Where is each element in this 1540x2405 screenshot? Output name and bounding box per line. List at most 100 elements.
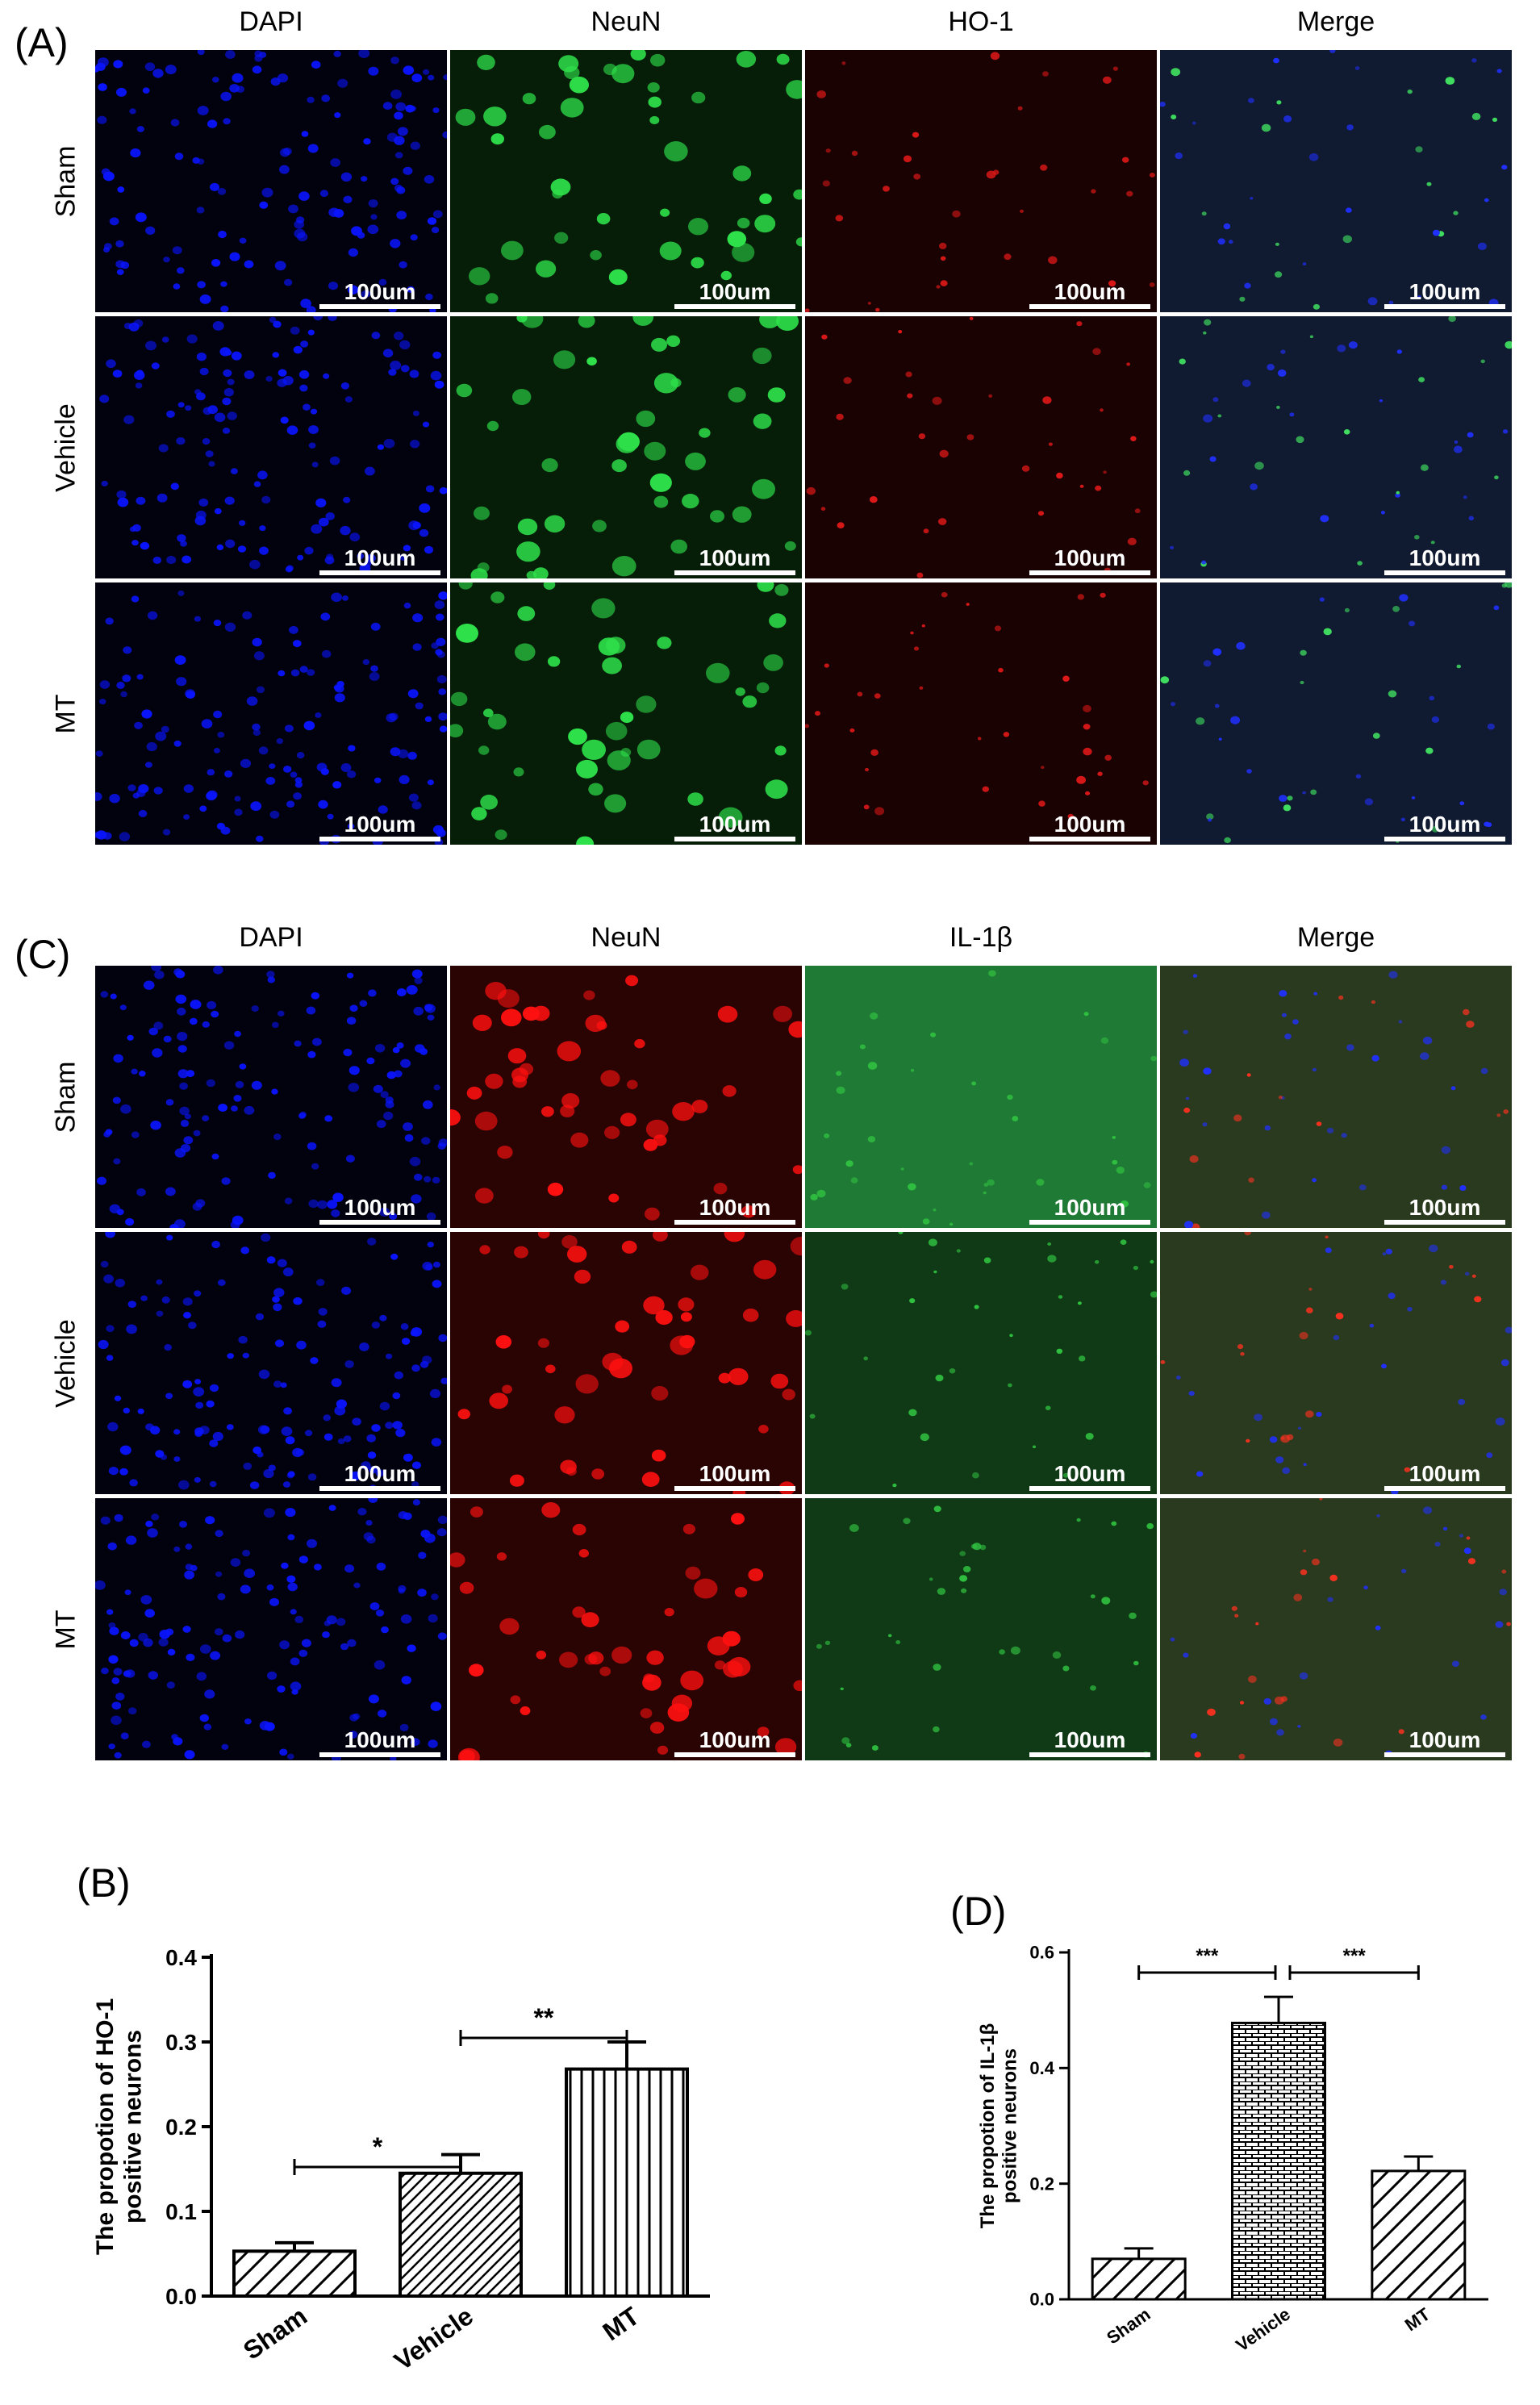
- scale-bar: 100um: [319, 812, 440, 841]
- y-tick-label: 0.0: [1029, 2290, 1054, 2310]
- bar-mt: [565, 2067, 689, 2298]
- x-tick-label-mt: MT: [598, 2301, 645, 2346]
- column-label-dapi: DAPI: [239, 922, 303, 953]
- scale-bar: 100um: [319, 546, 440, 575]
- micrograph-mt-neun: 100um: [450, 1498, 802, 1760]
- scale-bar-label: 100um: [344, 1727, 416, 1752]
- scale-bar-label: 100um: [1409, 1461, 1481, 1486]
- micrograph-vehicle-merge: 100um: [1160, 316, 1512, 578]
- column-label-neun: NeuN: [591, 922, 661, 953]
- y-tick-label: 0.0: [165, 2284, 197, 2309]
- scale-bar-label: 100um: [699, 545, 771, 570]
- scale-bar: 100um: [319, 1462, 440, 1491]
- scale-bar-label: 100um: [344, 279, 416, 304]
- micrograph-sham-merge: 100um: [1160, 966, 1512, 1228]
- scale-bar-line: [1384, 1486, 1505, 1491]
- micrograph-vehicle-dapi: 100um: [95, 316, 447, 578]
- scale-bar: 100um: [1384, 280, 1505, 309]
- micrograph-mt-il-1: 100um: [805, 1498, 1157, 1760]
- scale-bar-label: 100um: [1054, 1195, 1126, 1220]
- scale-bar-line: [674, 1486, 795, 1491]
- micrograph-vehicle-neun: 100um: [450, 1232, 802, 1494]
- micrograph-sham-il-1: 100um: [805, 966, 1157, 1228]
- column-label-neun: NeuN: [591, 6, 661, 37]
- significance-label: **: [534, 2003, 554, 2032]
- scale-bar: 100um: [1029, 546, 1150, 575]
- significance-label: ***: [1196, 1945, 1219, 1967]
- scale-bar-line: [1384, 837, 1505, 841]
- row-label-sham: Sham: [50, 1061, 81, 1133]
- row-label-sham: Sham: [50, 145, 81, 217]
- x-tick-label-sham: Sham: [238, 2301, 312, 2365]
- scale-bar-line: [674, 304, 795, 309]
- column-label-ho-1: HO-1: [948, 6, 1014, 37]
- scale-bar: 100um: [674, 812, 795, 841]
- y-axis-label: The propotion of HO-1positive neurons: [92, 1998, 147, 2255]
- scale-bar: 100um: [319, 1196, 440, 1225]
- scale-bar-line: [1029, 570, 1150, 575]
- scale-bar: 100um: [1029, 280, 1150, 309]
- scale-bar-line: [319, 570, 440, 575]
- scale-bar-line: [1384, 570, 1505, 575]
- scale-bar-label: 100um: [1054, 812, 1126, 837]
- y-axis-label-line: The propotion of IL-1β: [977, 2023, 999, 2229]
- scale-bar: 100um: [1029, 1196, 1150, 1225]
- scale-bar-line: [674, 1220, 795, 1225]
- row-label-mt: MT: [50, 693, 81, 734]
- scale-bar: 100um: [319, 1728, 440, 1757]
- bar-mt: [1371, 2169, 1467, 2301]
- panel-letter-c: (C): [15, 932, 71, 977]
- scale-bar-label: 100um: [1409, 1195, 1481, 1220]
- scale-bar: 100um: [1384, 1196, 1505, 1225]
- y-tick-label: 0.4: [165, 1945, 197, 1970]
- scale-bar-line: [1029, 1220, 1150, 1225]
- scale-bar-label: 100um: [1409, 279, 1481, 304]
- scale-bar-line: [319, 837, 440, 841]
- micrograph-sham-ho-1: 100um: [805, 50, 1157, 312]
- bar-chart-d: 0.0 0.2 0.4 0.6 The propotion of IL-1βpositi…: [977, 1943, 1488, 2356]
- scale-bar-line: [1384, 1752, 1505, 1757]
- x-tick-label-sham: Sham: [1103, 2304, 1154, 2349]
- micrograph-mt-merge: 100um: [1160, 1498, 1512, 1760]
- micrograph-sham-neun: 100um: [450, 966, 802, 1228]
- scale-bar-label: 100um: [344, 812, 416, 837]
- column-label-il-1: IL-1β: [949, 922, 1013, 953]
- x-tick-label-vehicle: Vehicle: [389, 2301, 478, 2376]
- y-axis-label-line: positive neurons: [1000, 2048, 1021, 2203]
- scale-bar: 100um: [674, 1462, 795, 1491]
- scale-bar-line: [1029, 1486, 1150, 1491]
- scale-bar-label: 100um: [1054, 1727, 1126, 1752]
- micrograph-mt-dapi: 100um: [95, 582, 447, 845]
- column-label-merge: Merge: [1296, 922, 1375, 953]
- x-tick-label-vehicle: Vehicle: [1232, 2304, 1293, 2356]
- bar-vehicle: [399, 2171, 523, 2298]
- scale-bar: 100um: [674, 1728, 795, 1757]
- scale-bar-label: 100um: [699, 1461, 771, 1486]
- micrograph-vehicle-merge: 100um: [1160, 1232, 1512, 1494]
- scale-bar-line: [1384, 304, 1505, 309]
- significance-label: ***: [1343, 1945, 1367, 1967]
- row-label-mt: MT: [50, 1609, 81, 1650]
- scale-bar-line: [319, 1220, 440, 1225]
- y-axis-label-line: positive neurons: [120, 2030, 147, 2223]
- scale-bar: 100um: [1029, 1728, 1150, 1757]
- micrograph-mt-dapi: 100um: [95, 1498, 447, 1760]
- bar-sham: [1091, 2257, 1187, 2301]
- micrograph-vehicle-ho-1: 100um: [805, 316, 1157, 578]
- scale-bar: 100um: [1384, 1462, 1505, 1491]
- scale-bar-label: 100um: [1054, 1461, 1126, 1486]
- x-tick-label-mt: MT: [1401, 2303, 1434, 2335]
- scale-bar: 100um: [1029, 812, 1150, 841]
- scale-bar: 100um: [674, 1196, 795, 1225]
- scale-bar: 100um: [1029, 1462, 1150, 1491]
- micrograph-vehicle-dapi: 100um: [95, 1232, 447, 1494]
- bar-sham: [232, 2249, 357, 2299]
- row-label-vehicle: Vehicle: [50, 403, 81, 492]
- scale-bar-label: 100um: [1409, 1727, 1481, 1752]
- scale-bar-line: [674, 837, 795, 841]
- scale-bar-line: [1029, 837, 1150, 841]
- scale-bar-label: 100um: [1054, 279, 1126, 304]
- bar-chart-b: 0.0 0.1 0.2 0.3 0.4 The propotion of HO-1posi…: [92, 1945, 710, 2376]
- scale-bar-line: [1029, 304, 1150, 309]
- y-tick-label: 0.2: [165, 2115, 197, 2140]
